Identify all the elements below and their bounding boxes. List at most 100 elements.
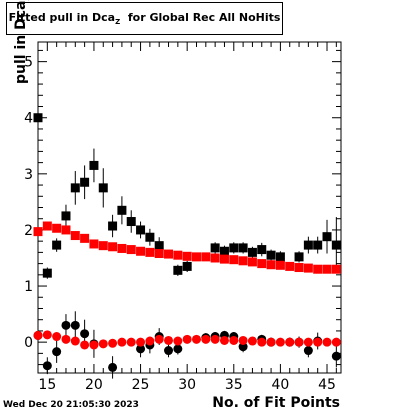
data-point-circle (201, 334, 211, 344)
timestamp: Wed Dec 20 21:05:30 2023 (3, 400, 139, 410)
data-point-square (154, 241, 164, 251)
x-tick-label: 30 (178, 377, 196, 393)
data-point-square (126, 217, 136, 227)
data-point-circle (191, 334, 201, 344)
data-point-circle (331, 337, 341, 347)
data-point-square (331, 240, 341, 250)
data-point-circle (313, 337, 323, 347)
data-point-square (294, 252, 304, 262)
data-point-square (238, 243, 248, 253)
data-point-square (52, 223, 62, 233)
data-point-square (257, 245, 267, 255)
data-point-circle (257, 337, 267, 347)
data-point-square (98, 241, 108, 251)
data-point-circle (126, 337, 136, 347)
x-tick-label: 45 (318, 377, 336, 393)
data-point-circle (80, 329, 90, 339)
data-point-square (322, 232, 332, 242)
data-point-square (229, 243, 239, 253)
data-point-circle (173, 336, 183, 346)
data-point-square (89, 239, 99, 249)
data-point-circle (117, 337, 127, 347)
data-point-circle (52, 332, 62, 342)
data-point-square (322, 264, 332, 274)
x-tick-label: 15 (38, 377, 56, 393)
data-point-circle (136, 337, 146, 347)
data-point-square (70, 183, 80, 193)
data-point-circle (42, 330, 52, 340)
data-point-square (313, 264, 323, 274)
y-tick-label: 4 (24, 111, 33, 127)
data-point-square (42, 221, 52, 231)
data-point-square (201, 252, 211, 262)
data-point-circle (108, 362, 118, 372)
data-point-circle (238, 335, 248, 345)
data-point-square (303, 263, 313, 273)
data-point-circle (173, 344, 183, 354)
data-point-circle (303, 337, 313, 347)
data-point-circle (331, 351, 341, 361)
data-point-square (61, 211, 71, 221)
data-point-square (247, 247, 257, 257)
data-point-circle (154, 334, 164, 344)
data-point-square (61, 225, 71, 235)
data-point-square (173, 250, 183, 260)
data-point-circle (80, 340, 90, 350)
chart-title-box: Fitted pull in DcaZ for Global Rec All N… (6, 2, 283, 35)
data-point-circle (136, 344, 146, 354)
data-point-circle (33, 330, 43, 340)
data-point-circle (322, 337, 332, 347)
data-point-circle (219, 335, 229, 345)
y-tick-label: 5 (24, 55, 33, 71)
data-point-square (229, 255, 239, 265)
data-point-square (52, 240, 62, 250)
data-point-circle (52, 347, 62, 357)
data-point-circle (164, 346, 174, 356)
y-tick-label: 1 (24, 279, 33, 295)
data-point-square (42, 268, 52, 278)
data-point-square (117, 243, 127, 253)
data-point-square (173, 265, 183, 275)
x-tick-label: 35 (225, 377, 243, 393)
data-point-square (285, 261, 295, 271)
data-point-circle (108, 338, 118, 348)
data-point-square (89, 160, 99, 170)
x-axis-label: No. of Fit Points (212, 395, 340, 411)
data-point-circle (229, 335, 239, 345)
data-point-circle (61, 334, 71, 344)
data-point-circle (89, 340, 99, 350)
x-tick-label: 40 (271, 377, 289, 393)
y-tick-label: 2 (24, 223, 33, 239)
data-point-circle (238, 342, 248, 352)
data-point-square (108, 221, 118, 231)
data-point-circle (61, 320, 71, 330)
data-point-square (210, 253, 220, 263)
data-point-square (117, 205, 127, 215)
data-point-square (98, 183, 108, 193)
data-point-square (33, 113, 43, 123)
data-point-square (331, 264, 341, 274)
data-point-square (275, 252, 285, 262)
data-point-square (182, 261, 192, 271)
data-point-circle (210, 334, 220, 344)
data-point-circle (182, 334, 192, 344)
data-point-square (303, 240, 313, 250)
data-point-square (313, 240, 323, 250)
data-point-circle (294, 337, 304, 347)
data-point-square (275, 260, 285, 270)
data-point-square (247, 257, 257, 267)
data-point-circle (266, 337, 276, 347)
chart-title: Fitted pull in DcaZ for Global Rec All N… (8, 10, 281, 27)
data-point-circle (247, 336, 257, 346)
data-point-square (266, 260, 276, 270)
plot-frame (37, 41, 342, 374)
y-tick-label: 0 (24, 335, 33, 351)
data-point-square (136, 225, 146, 235)
x-tick-label: 25 (132, 377, 150, 393)
data-point-square (191, 252, 201, 262)
y-tick-label: 3 (24, 167, 33, 183)
data-point-square (70, 231, 80, 241)
data-point-square (210, 243, 220, 253)
data-point-square (126, 245, 136, 255)
